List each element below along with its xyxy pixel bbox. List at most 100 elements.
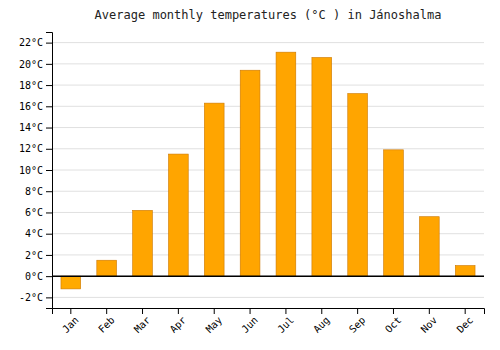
x-tick-label: Feb <box>96 314 117 335</box>
grid-line <box>52 106 484 107</box>
x-tick-label: Nov <box>419 314 440 335</box>
y-tick-label: 6°C <box>25 207 43 218</box>
x-tick: Jan <box>60 308 81 335</box>
x-tick-label: Jan <box>60 314 81 335</box>
y-tick-mark <box>46 106 52 107</box>
grid <box>52 43 484 298</box>
bar <box>97 260 117 276</box>
bar <box>240 70 260 276</box>
grid-line <box>52 63 484 64</box>
y-tick-label: 0°C <box>25 271 43 282</box>
x-tick-label: Apr <box>168 314 189 335</box>
x-tick-label: Aug <box>311 314 332 335</box>
y-tick: -2°C <box>19 292 52 303</box>
x-tick: Sep <box>347 308 368 335</box>
x-tick-mark <box>214 308 215 314</box>
y-tick: 14°C <box>19 122 52 133</box>
y-tick: 0°C <box>25 271 52 282</box>
y-tick-mark <box>46 255 52 256</box>
bar <box>204 103 224 276</box>
y-tick-label: 20°C <box>19 59 43 70</box>
y-tick-mark <box>46 43 52 44</box>
bar <box>169 154 189 276</box>
grid-line <box>52 297 484 298</box>
bar <box>133 210 153 276</box>
x-tick-mark <box>393 308 394 314</box>
bar <box>419 217 439 276</box>
grid-line <box>52 127 484 128</box>
grid-line <box>52 170 484 171</box>
x-tick-mark <box>321 308 322 314</box>
x-tick: Jun <box>239 308 260 335</box>
x-tick-mark <box>250 308 251 314</box>
grid-line <box>52 148 484 149</box>
bar <box>276 52 296 276</box>
y-tick-label: 12°C <box>19 143 43 154</box>
x-tick-label: Jul <box>275 314 296 335</box>
y-tick-mark <box>46 85 52 86</box>
x-tick: Dec <box>455 308 476 335</box>
y-tick-mark <box>46 212 52 213</box>
y-tick-label: 10°C <box>19 165 43 176</box>
y-tick-mark <box>46 234 52 235</box>
y-tick: 18°C <box>19 80 52 91</box>
y-tick: 10°C <box>19 165 52 176</box>
bars <box>52 52 484 289</box>
x-tick-mark <box>285 308 286 314</box>
grid-line <box>52 276 484 277</box>
y-axis-line <box>46 33 53 309</box>
x-tick: Nov <box>419 308 440 335</box>
y-tick: 2°C <box>25 250 52 261</box>
grid-line <box>52 42 484 43</box>
x-tick-mark <box>70 308 71 314</box>
y-tick-mark <box>46 149 52 150</box>
y-tick: 4°C <box>25 228 52 239</box>
y-axis: -2°C 0°C 2°C 4°C 6°C 8°C 10°C 12°C 14°C 16°C 18°C 2… <box>19 33 53 309</box>
x-tick-label: Dec <box>455 314 476 335</box>
y-tick-label: 2°C <box>25 250 43 261</box>
bar <box>455 266 475 277</box>
plot: -2°C 0°C 2°C 4°C 6°C 8°C 10°C 12°C 14°C 16°C 18°C 2… <box>19 33 485 335</box>
grid-line <box>52 85 484 86</box>
x-tick-label: Jun <box>239 314 260 335</box>
bar <box>348 94 368 277</box>
y-tick-mark <box>46 191 52 192</box>
x-tick: Jul <box>275 308 296 335</box>
bar <box>61 276 81 289</box>
x-axis-line <box>53 309 485 315</box>
y-tick-label: 22°C <box>19 37 43 48</box>
x-tick-mark <box>429 308 430 314</box>
y-tick-mark <box>46 276 52 277</box>
x-axis: JanFebMarAprMayJunJulAugSepOctNovDec <box>53 308 485 335</box>
y-tick-mark <box>46 64 52 65</box>
x-tick: Feb <box>96 308 117 335</box>
y-tick-label: 18°C <box>19 80 43 91</box>
grid-line <box>52 212 484 213</box>
y-tick: 22°C <box>19 37 52 48</box>
y-tick-label: 4°C <box>25 228 43 239</box>
x-tick: Oct <box>383 308 404 335</box>
y-tick: 12°C <box>19 143 52 154</box>
y-tick-label: 16°C <box>19 101 43 112</box>
zero-line <box>52 275 484 277</box>
x-tick-mark <box>106 308 107 314</box>
title: Average monthly temperatures (°C ) in Já… <box>95 8 442 22</box>
y-tick: 6°C <box>25 207 52 218</box>
y-tick: 8°C <box>25 186 52 197</box>
y-tick-label: 8°C <box>25 186 43 197</box>
y-tick-mark <box>46 297 52 298</box>
x-tick-mark <box>178 308 179 314</box>
grid-line <box>52 191 484 192</box>
y-tick-label: -2°C <box>19 292 43 303</box>
y-tick-mark <box>46 170 52 171</box>
x-tick-mark <box>357 308 358 314</box>
chart: -2°C 0°C 2°C 4°C 6°C 8°C 10°C 12°C 14°C 16°C 18°C 2… <box>0 0 500 350</box>
x-tick: Apr <box>168 308 189 335</box>
x-tick-mark <box>465 308 466 314</box>
bar <box>312 57 332 276</box>
x-tick-label: May <box>204 314 225 335</box>
x-tick-mark <box>142 308 143 314</box>
x-tick-label: Sep <box>347 314 368 335</box>
x-tick: Aug <box>311 308 332 335</box>
y-tick: 20°C <box>19 59 52 70</box>
